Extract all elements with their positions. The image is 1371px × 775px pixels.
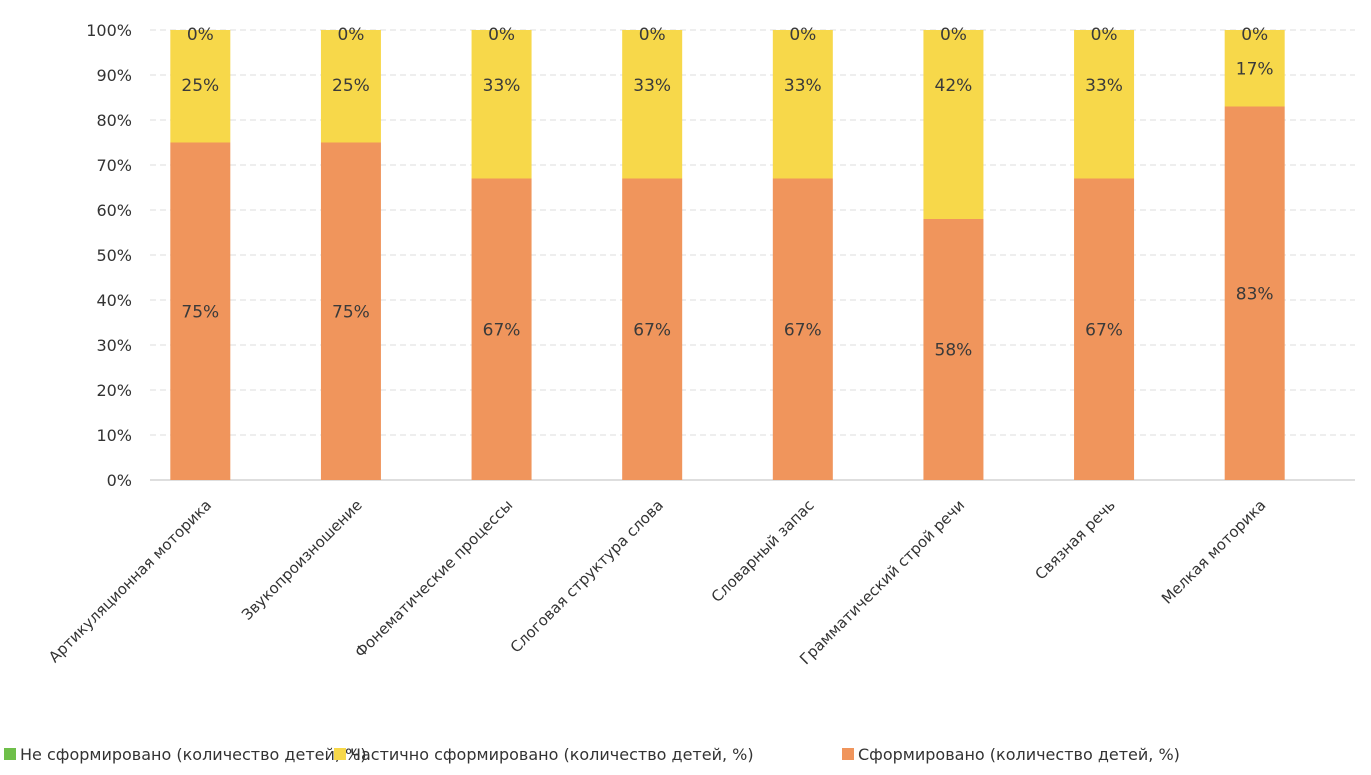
data-label: 83% [1236,284,1274,304]
data-label: 67% [784,320,822,340]
x-tick-label: Звукопроизношение [238,496,366,624]
bars [170,30,1285,480]
bar-segment [320,30,381,143]
bar-segment [772,30,833,179]
bar-segment [170,30,231,143]
data-label: 33% [784,76,822,96]
data-label: 33% [633,76,671,96]
x-tick-label: Словарный запас [708,496,818,606]
bar-segment [923,219,984,480]
bar-segment [1074,30,1135,179]
data-labels: 75% 25% 0% 75% 25% 0% 67% 33% 0% 67% 33% 0% 67% 33% 0%… [181,25,1273,361]
legend-entry: Не сформировано (количество детей, %) [20,745,367,764]
x-tick-label: Фонематические процессы [351,496,516,661]
y-tick-label: 90% [96,66,132,85]
bar-segment [471,178,532,480]
data-label: 0% [337,25,364,45]
legend-swatch [334,748,346,760]
data-label: 33% [483,76,521,96]
data-label: 0% [1241,25,1268,45]
bar-segment [170,142,231,480]
bar-segment [1224,106,1285,480]
data-label: 17% [1236,59,1274,79]
data-label: 0% [1091,25,1118,45]
data-label: 75% [181,302,219,322]
y-tick-label: 100% [86,21,132,40]
legend-entry: Сформировано (количество детей, %) [858,745,1180,764]
legend: Не сформировано (количество детей, %)Час… [4,745,1180,764]
x-tick-label: Грамматический строй речи [796,496,968,668]
data-label: 0% [639,25,666,45]
data-label: 0% [488,25,515,45]
data-label: 67% [1085,320,1123,340]
bar-segment [1224,30,1285,107]
y-tick-label: 20% [96,381,132,400]
bar-segment [923,30,984,219]
x-tick-label: Слоговая структура слова [507,496,667,656]
x-tick-label: Связная речь [1032,496,1119,583]
bar-segment [622,30,683,179]
x-tick-label: Артикуляционная моторика [45,496,215,666]
legend-entry: Частично сформировано (количество детей,… [350,745,754,764]
y-tick-label: 10% [96,426,132,445]
data-label: 25% [181,76,219,96]
bar-segment [622,178,683,480]
bar-segment [772,178,833,480]
data-label: 0% [187,25,214,45]
x-tick-label: Мелкая моторика [1158,496,1270,608]
y-tick-label: 80% [96,111,132,130]
bar-segment [320,142,381,480]
y-tick-label: 0% [107,471,132,490]
data-label: 67% [483,320,521,340]
legend-swatch [842,748,854,760]
y-tick-label: 50% [96,246,132,265]
data-label: 67% [633,320,671,340]
data-label: 0% [789,25,816,45]
data-label: 75% [332,302,370,322]
data-label: 0% [940,25,967,45]
legend-swatch [4,748,16,760]
y-axis-ticks: 0% 10% 20% 30% 40% 50% 60% 70% 80% 90% 100% [86,21,132,490]
y-tick-label: 60% [96,201,132,220]
data-label: 42% [935,76,973,96]
y-tick-label: 30% [96,336,132,355]
data-label: 25% [332,76,370,96]
y-tick-label: 70% [96,156,132,175]
bar-segment [471,30,532,179]
x-axis-category-labels: Артикуляционная моторика Звукопроизношени… [45,496,1269,668]
data-label: 33% [1085,76,1123,96]
y-tick-label: 40% [96,291,132,310]
bar-segment [1074,178,1135,480]
data-label: 58% [935,341,973,361]
